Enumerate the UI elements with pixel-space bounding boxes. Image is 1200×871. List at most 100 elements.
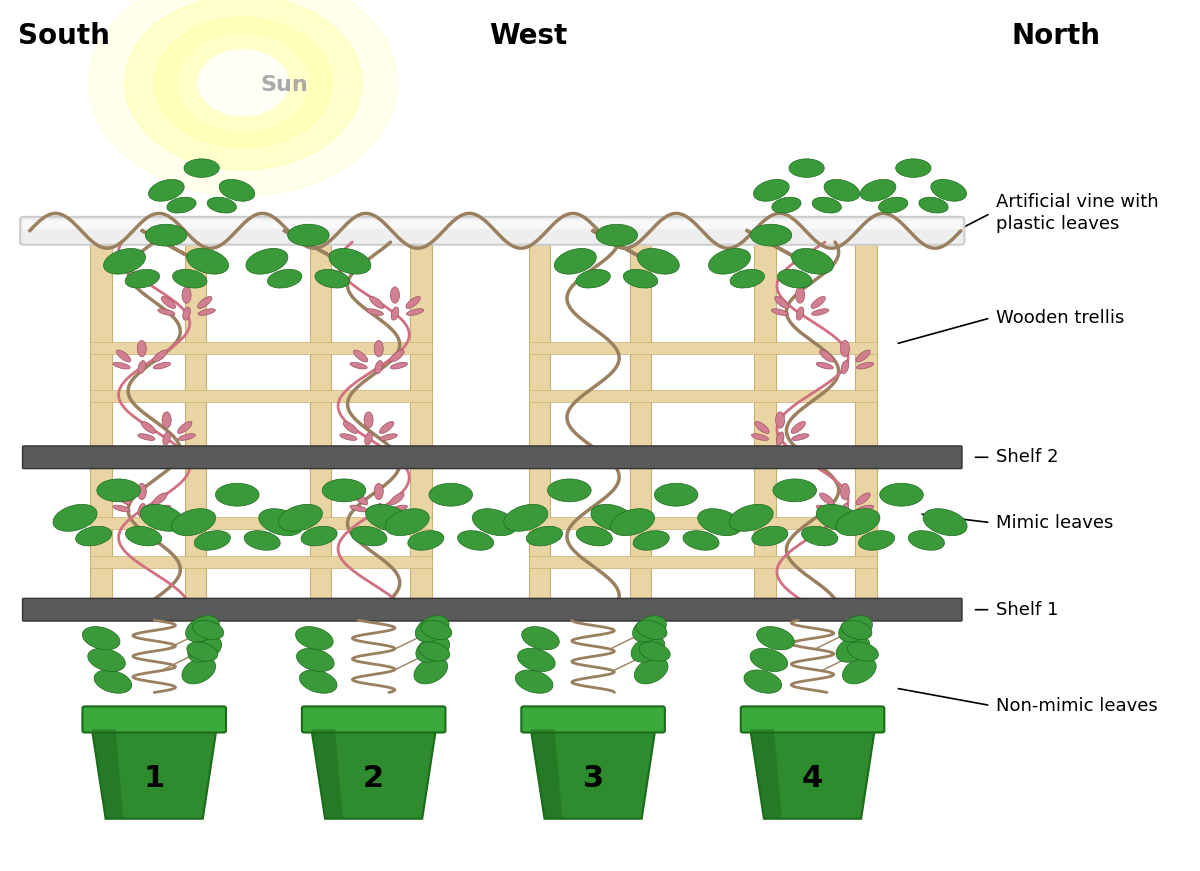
- Ellipse shape: [611, 509, 654, 536]
- Ellipse shape: [182, 658, 216, 684]
- Ellipse shape: [374, 361, 383, 374]
- Ellipse shape: [820, 493, 834, 505]
- Ellipse shape: [216, 483, 259, 506]
- Ellipse shape: [208, 197, 236, 213]
- FancyBboxPatch shape: [90, 241, 112, 599]
- Ellipse shape: [923, 509, 967, 536]
- FancyBboxPatch shape: [83, 706, 226, 733]
- Ellipse shape: [366, 504, 409, 531]
- Ellipse shape: [860, 179, 896, 201]
- Ellipse shape: [152, 493, 167, 505]
- Text: 1: 1: [144, 764, 164, 793]
- Ellipse shape: [812, 197, 841, 213]
- FancyBboxPatch shape: [630, 241, 652, 599]
- Ellipse shape: [775, 412, 785, 429]
- Ellipse shape: [380, 434, 397, 441]
- Ellipse shape: [820, 350, 834, 362]
- FancyBboxPatch shape: [856, 241, 876, 599]
- Ellipse shape: [186, 248, 228, 274]
- Ellipse shape: [816, 505, 833, 512]
- Ellipse shape: [816, 362, 833, 369]
- Ellipse shape: [408, 530, 444, 550]
- Ellipse shape: [379, 422, 394, 434]
- Ellipse shape: [374, 483, 383, 500]
- Ellipse shape: [340, 434, 356, 441]
- Ellipse shape: [640, 642, 671, 661]
- Ellipse shape: [772, 197, 802, 213]
- Ellipse shape: [137, 483, 146, 500]
- FancyBboxPatch shape: [23, 220, 962, 229]
- Ellipse shape: [772, 308, 788, 315]
- Ellipse shape: [83, 626, 120, 650]
- Ellipse shape: [350, 505, 367, 512]
- Ellipse shape: [527, 526, 563, 546]
- Ellipse shape: [116, 350, 131, 362]
- Ellipse shape: [163, 432, 170, 445]
- Ellipse shape: [390, 350, 404, 362]
- FancyBboxPatch shape: [185, 241, 206, 599]
- Ellipse shape: [751, 526, 788, 546]
- Ellipse shape: [730, 504, 773, 531]
- Ellipse shape: [416, 636, 450, 662]
- Ellipse shape: [637, 248, 679, 274]
- Ellipse shape: [193, 620, 223, 639]
- Polygon shape: [311, 729, 436, 819]
- Ellipse shape: [299, 670, 337, 693]
- Ellipse shape: [590, 504, 635, 531]
- Ellipse shape: [811, 308, 829, 315]
- Ellipse shape: [184, 159, 220, 178]
- Ellipse shape: [841, 361, 848, 374]
- Ellipse shape: [421, 620, 452, 639]
- Ellipse shape: [113, 362, 131, 369]
- Ellipse shape: [517, 648, 556, 672]
- Text: Wooden trellis: Wooden trellis: [996, 309, 1124, 327]
- FancyBboxPatch shape: [521, 706, 665, 733]
- Ellipse shape: [301, 526, 337, 546]
- Text: North: North: [1012, 22, 1100, 50]
- Ellipse shape: [278, 504, 323, 531]
- Ellipse shape: [750, 648, 787, 672]
- Ellipse shape: [138, 434, 155, 441]
- Ellipse shape: [374, 503, 383, 517]
- Ellipse shape: [631, 636, 665, 662]
- Ellipse shape: [414, 658, 448, 684]
- Ellipse shape: [161, 296, 175, 308]
- Ellipse shape: [750, 225, 792, 246]
- Text: West: West: [488, 22, 566, 50]
- Ellipse shape: [365, 432, 372, 445]
- Polygon shape: [750, 729, 781, 819]
- Ellipse shape: [776, 432, 784, 445]
- FancyBboxPatch shape: [20, 217, 965, 245]
- Polygon shape: [92, 729, 216, 819]
- FancyBboxPatch shape: [529, 556, 876, 568]
- Ellipse shape: [88, 648, 125, 672]
- Ellipse shape: [157, 308, 175, 315]
- Ellipse shape: [751, 434, 768, 441]
- Ellipse shape: [773, 479, 816, 502]
- Ellipse shape: [842, 658, 876, 684]
- Ellipse shape: [636, 620, 667, 639]
- Ellipse shape: [708, 248, 750, 274]
- Ellipse shape: [188, 636, 222, 662]
- Text: 4: 4: [802, 764, 823, 793]
- Ellipse shape: [792, 248, 834, 274]
- FancyBboxPatch shape: [310, 241, 331, 599]
- Ellipse shape: [841, 620, 872, 639]
- Text: South: South: [18, 22, 109, 50]
- Ellipse shape: [931, 179, 966, 201]
- Ellipse shape: [220, 179, 254, 201]
- Ellipse shape: [244, 530, 281, 550]
- Ellipse shape: [730, 269, 764, 288]
- Text: Artificial vine with
plastic leaves: Artificial vine with plastic leaves: [996, 193, 1159, 233]
- Ellipse shape: [113, 505, 131, 512]
- Ellipse shape: [370, 296, 384, 308]
- Ellipse shape: [350, 526, 386, 546]
- Ellipse shape: [547, 479, 592, 502]
- Text: 2: 2: [364, 764, 384, 793]
- Ellipse shape: [797, 307, 804, 321]
- Ellipse shape: [522, 626, 559, 650]
- Ellipse shape: [350, 362, 367, 369]
- Ellipse shape: [796, 287, 804, 303]
- Ellipse shape: [288, 225, 329, 246]
- Ellipse shape: [354, 350, 367, 362]
